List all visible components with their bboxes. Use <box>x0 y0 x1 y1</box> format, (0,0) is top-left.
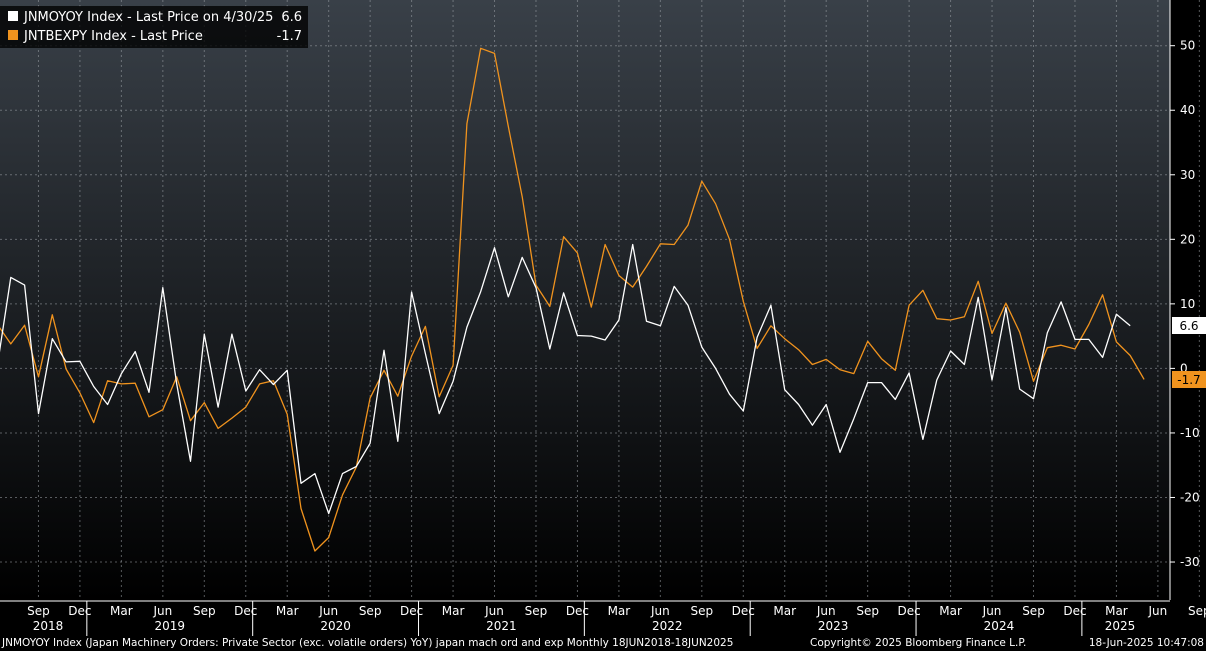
x-tick-label: Dec <box>234 604 257 618</box>
x-tick-label: Sep <box>691 604 714 618</box>
y-tick-label: 20 <box>1180 232 1195 246</box>
legend-swatch-jnmoyoy <box>8 11 18 21</box>
y-tick-label: -10 <box>1180 426 1200 440</box>
x-tick-label: Mar <box>608 604 631 618</box>
y-tick-label: -30 <box>1180 555 1200 569</box>
y-tick-label: 40 <box>1180 103 1195 117</box>
x-tick-label: Mar <box>276 604 299 618</box>
year-label: 2023 <box>818 619 849 633</box>
x-tick-label: Jun <box>1148 604 1168 618</box>
last-value-badge-text-jnmoyoy: 6.6 <box>1179 319 1198 333</box>
x-tick-label: Dec <box>566 604 589 618</box>
x-tick-label: Sep <box>525 604 548 618</box>
x-tick-label: Mar <box>773 604 796 618</box>
last-value-badges: 6.6 -1.7 <box>1172 317 1206 388</box>
series-line-jnmoyoy <box>0 243 1131 515</box>
legend: JNMOYOY Index - Last Price on 4/30/25 6.… <box>0 6 308 48</box>
y-tick-label: -20 <box>1180 490 1200 504</box>
last-value-badge-text-jntbexpy: -1.7 <box>1177 373 1200 387</box>
x-tick-label: Jun <box>816 604 836 618</box>
x-tick-label: Sep <box>359 604 382 618</box>
x-tick-label: Sep <box>193 604 216 618</box>
x-tick-label: Mar <box>939 604 962 618</box>
y-tick-label: 30 <box>1180 168 1195 182</box>
year-label: 2021 <box>486 619 517 633</box>
y-tick-label: 10 <box>1180 297 1195 311</box>
x-tick-label: Dec <box>400 604 423 618</box>
x-tick-label: Sep <box>1022 604 1045 618</box>
footer: JNMOYOY Index (Japan Machinery Orders: P… <box>1 637 1204 649</box>
last-value-badge-jntbexpy <box>1172 371 1206 388</box>
year-label: 2019 <box>154 619 185 633</box>
x-tick-label: Mar <box>110 604 133 618</box>
y-tick-label: 0 <box>1180 361 1188 375</box>
last-value-badge-jnmoyoy <box>1172 317 1206 334</box>
year-label: 2025 <box>1105 619 1136 633</box>
x-tick-label: Jun <box>484 604 504 618</box>
legend-label-jntbexpy: JNTBEXPY Index - Last Price <box>23 29 203 44</box>
x-axis: Sep Dec Mar Jun Sep Dec Mar Jun Sep Dec Mar Jun Sep D… <box>0 600 1206 636</box>
x-tick-label: Jun <box>982 604 1002 618</box>
x-tick-label: Sep <box>27 604 50 618</box>
legend-swatch-jntbexpy <box>8 30 18 40</box>
y-axis: -30 -20 -10 0 10 20 30 40 50 <box>1169 0 1200 600</box>
x-tick-label: Dec <box>732 604 755 618</box>
year-label: 2018 <box>33 619 64 633</box>
footer-copyright: Copyright© 2025 Bloomberg Finance L.P. <box>810 637 1026 649</box>
x-tick-label: Sep <box>856 604 879 618</box>
x-tick-label: Dec <box>68 604 91 618</box>
x-tick-label: Sep <box>1188 604 1206 618</box>
series-line-jntbexpy <box>0 47 1145 552</box>
plot-background <box>0 0 1170 600</box>
x-tick-label: Mar <box>442 604 465 618</box>
x-tick-label: Jun <box>650 604 670 618</box>
legend-value-jntbexpy: -1.7 <box>277 29 302 44</box>
x-tick-label: Jun <box>152 604 172 618</box>
series-lines <box>0 47 1145 552</box>
x-tick-label: Mar <box>1105 604 1128 618</box>
footer-timestamp: 18-Jun-2025 10:47:08 <box>1089 637 1204 649</box>
year-label: 2020 <box>320 619 351 633</box>
x-tick-label: Dec <box>1063 604 1086 618</box>
x-tick-label: Dec <box>898 604 921 618</box>
year-label: 2022 <box>652 619 683 633</box>
y-tick-label: 50 <box>1180 39 1195 53</box>
legend-value-jnmoyoy: 6.6 <box>281 10 302 25</box>
x-tick-label: Jun <box>318 604 338 618</box>
legend-label-jnmoyoy: JNMOYOY Index - Last Price on 4/30/25 <box>23 10 273 25</box>
year-label: 2024 <box>984 619 1015 633</box>
legend-background <box>0 6 308 48</box>
footer-description: JNMOYOY Index (Japan Machinery Orders: P… <box>1 637 733 649</box>
